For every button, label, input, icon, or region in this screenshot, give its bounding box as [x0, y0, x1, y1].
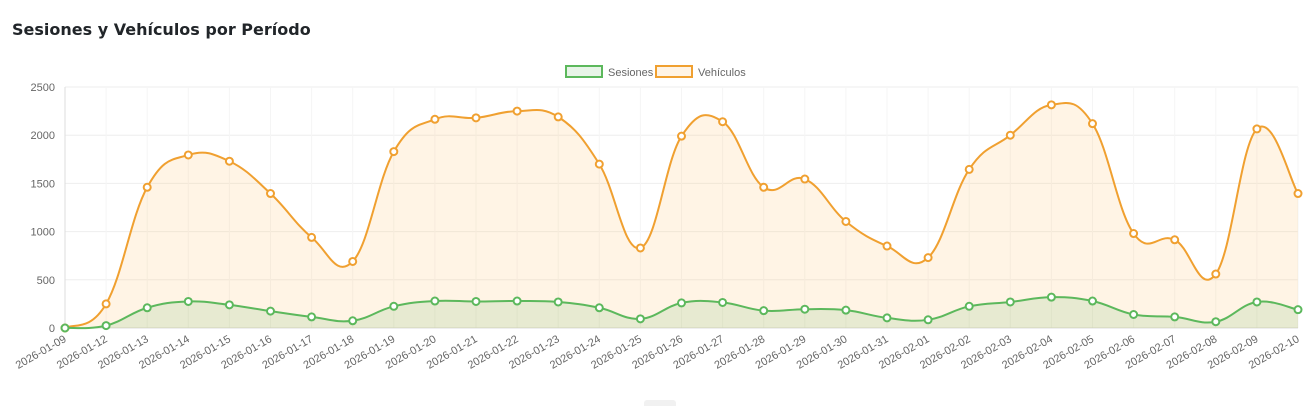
data-point-sesiones[interactable]	[759, 306, 769, 316]
data-point-vehculos[interactable]	[1293, 189, 1303, 199]
data-point-vehculos[interactable]	[1252, 124, 1262, 134]
data-point-sesiones[interactable]	[923, 315, 933, 325]
data-point-sesiones[interactable]	[512, 296, 522, 306]
data-point-vehculos[interactable]	[1005, 130, 1015, 140]
y-tick-label: 2500	[31, 82, 55, 94]
data-point-sesiones[interactable]	[1170, 312, 1180, 322]
data-point-sesiones[interactable]	[142, 303, 152, 313]
data-point-vehculos[interactable]	[1046, 100, 1056, 110]
data-point-sesiones[interactable]	[266, 306, 275, 316]
data-point-sesiones[interactable]	[1252, 297, 1262, 307]
data-point-sesiones[interactable]	[1005, 297, 1015, 307]
data-point-sesiones[interactable]	[1211, 317, 1221, 327]
data-point-vehculos[interactable]	[430, 114, 440, 124]
data-point-vehculos[interactable]	[594, 159, 604, 169]
data-point-sesiones[interactable]	[224, 300, 234, 310]
data-point-sesiones[interactable]	[718, 297, 728, 307]
data-point-vehculos[interactable]	[882, 241, 892, 251]
data-point-vehculos[interactable]	[307, 232, 317, 242]
series-vehculos	[60, 100, 1303, 333]
data-point-sesiones[interactable]	[882, 313, 892, 323]
chart-series	[60, 100, 1303, 333]
series-area-vehculos	[65, 102, 1298, 329]
data-point-vehculos[interactable]	[964, 164, 974, 174]
data-point-vehculos[interactable]	[348, 256, 358, 266]
series-line-vehculos	[64, 101, 1299, 329]
legend-item-vehculos[interactable]: Vehículos	[655, 65, 746, 79]
data-point-sesiones[interactable]	[1088, 296, 1097, 306]
data-point-vehculos[interactable]	[471, 113, 481, 123]
legend-label: Vehículos	[698, 67, 746, 79]
data-point-vehculos[interactable]	[635, 243, 645, 253]
data-point-vehculos[interactable]	[266, 189, 275, 199]
data-point-vehculos[interactable]	[389, 147, 399, 157]
series-sesiones	[60, 292, 1303, 333]
data-point-sesiones[interactable]	[389, 301, 399, 311]
y-tick-label: 1500	[31, 178, 55, 190]
legend-item-sesiones[interactable]: Sesiones	[565, 65, 654, 79]
data-point-sesiones[interactable]	[553, 297, 563, 307]
data-point-vehculos[interactable]	[923, 253, 933, 263]
data-point-sesiones[interactable]	[1293, 305, 1303, 315]
data-point-sesiones[interactable]	[964, 301, 974, 311]
y-axis: 0 500 1000 1500 2000 2500	[31, 82, 1298, 335]
legend-label: Sesiones	[608, 67, 654, 79]
chart-title: Sesiones y Vehículos por Período	[12, 20, 311, 39]
data-point-sesiones[interactable]	[635, 314, 645, 324]
data-point-vehculos[interactable]	[142, 182, 152, 192]
data-point-vehculos[interactable]	[841, 216, 851, 226]
data-point-sesiones[interactable]	[677, 298, 686, 308]
data-point-sesiones[interactable]	[183, 296, 193, 306]
legend-swatch	[565, 65, 603, 78]
data-point-vehculos[interactable]	[677, 131, 686, 141]
data-point-sesiones[interactable]	[1129, 310, 1139, 320]
data-point-sesiones[interactable]	[348, 316, 358, 326]
data-point-vehculos[interactable]	[759, 182, 769, 192]
chart-grid	[64, 86, 1299, 329]
data-point-sesiones[interactable]	[594, 303, 604, 313]
data-point-sesiones[interactable]	[1046, 292, 1056, 302]
data-point-sesiones[interactable]	[60, 323, 70, 333]
data-point-vehculos[interactable]	[553, 112, 563, 122]
data-point-vehculos[interactable]	[183, 150, 193, 160]
data-point-vehculos[interactable]	[1129, 229, 1139, 239]
data-point-vehculos[interactable]	[512, 106, 522, 116]
data-point-vehculos[interactable]	[1211, 269, 1221, 279]
y-tick-label: 500	[37, 275, 55, 287]
data-point-sesiones[interactable]	[430, 296, 440, 306]
data-point-sesiones[interactable]	[471, 296, 481, 306]
series-area-sesiones	[65, 297, 1298, 329]
data-point-vehculos[interactable]	[1088, 119, 1097, 129]
chart-legend[interactable]: Sesiones Vehículos	[565, 65, 746, 79]
legend-swatch	[655, 65, 693, 78]
data-point-vehculos[interactable]	[101, 299, 111, 309]
data-point-vehculos[interactable]	[718, 117, 728, 127]
y-tick-label: 2000	[31, 130, 55, 142]
data-point-vehculos[interactable]	[800, 174, 810, 184]
data-point-sesiones[interactable]	[841, 305, 851, 315]
data-point-vehculos[interactable]	[1170, 235, 1180, 245]
data-point-sesiones[interactable]	[800, 304, 810, 314]
y-tick-label: 0	[49, 323, 55, 335]
y-tick-label: 1000	[31, 227, 55, 239]
data-point-sesiones[interactable]	[307, 312, 317, 322]
scroll-hint	[644, 400, 676, 406]
x-axis: 2026-01-092026-01-122026-01-132026-01-14…	[14, 333, 1302, 372]
data-point-sesiones[interactable]	[101, 321, 111, 331]
data-point-vehculos[interactable]	[224, 156, 234, 166]
